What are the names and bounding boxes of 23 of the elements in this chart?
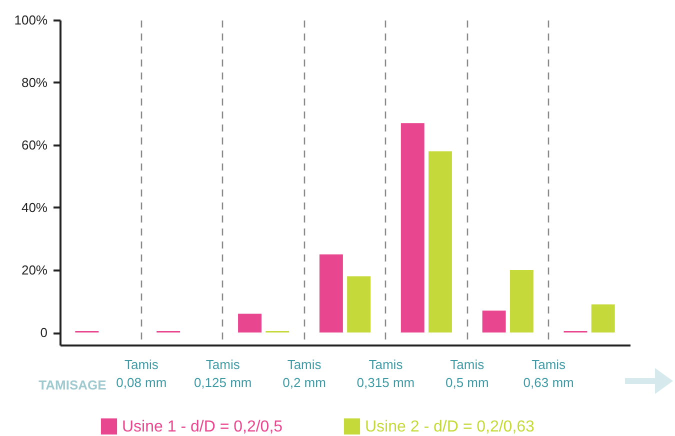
text: Tamis 0,315 mm bbox=[356, 357, 415, 390]
text: Tamis 0,08 mm bbox=[116, 357, 167, 390]
bar bbox=[428, 151, 452, 332]
bar bbox=[591, 304, 615, 332]
y-tick-label: 60% bbox=[21, 138, 48, 152]
text: Tamis 0,63 mm bbox=[523, 357, 574, 390]
y-tick-label: 100% bbox=[14, 12, 48, 28]
bar bbox=[347, 276, 371, 332]
text: Tamis 0,125 mm bbox=[194, 357, 252, 390]
y-tick-label: 0 bbox=[40, 325, 48, 340]
y-tick-label: 20% bbox=[21, 262, 48, 278]
bar bbox=[482, 310, 506, 332]
text: Tamis 0,2 mm bbox=[282, 357, 326, 390]
x-axis-title: TAMISAGE bbox=[38, 378, 107, 392]
legend-label: Usine 1 - d/D = 0,2/0,5 bbox=[122, 418, 283, 436]
bar bbox=[319, 254, 343, 332]
text: Tamis 0,5 mm bbox=[445, 357, 489, 390]
bar bbox=[400, 123, 424, 332]
y-tick-label: 40% bbox=[21, 200, 48, 215]
legend-label: Usine 2 - d/D = 0,2/0,63 bbox=[365, 418, 535, 436]
bar bbox=[238, 314, 262, 332]
y-tick-label: 80% bbox=[21, 75, 48, 90]
bar bbox=[510, 270, 534, 332]
